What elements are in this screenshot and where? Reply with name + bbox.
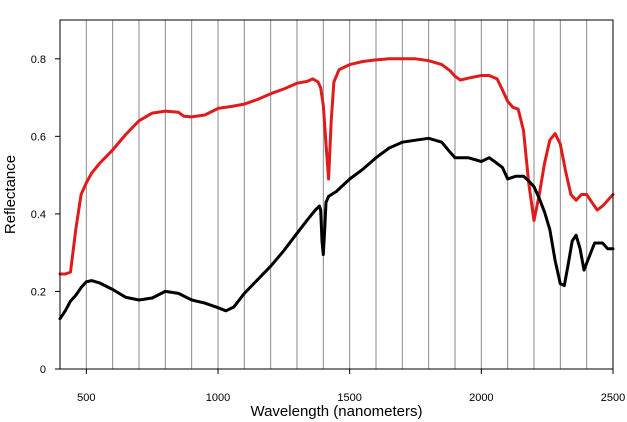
x-axis-ticks: 500 1000 1500 2000 2500 (77, 369, 625, 404)
y-tick-label: 0 (40, 364, 46, 376)
y-axis-ticks: 0 0.2 0.4 0.6 0.8 (31, 54, 60, 376)
x-axis-title: Wavelength (nanometers) (250, 403, 422, 420)
y-axis-title: Reflectance (2, 155, 19, 234)
x-tick-label: 2000 (469, 392, 493, 404)
x-tick-label: 1500 (337, 392, 361, 404)
x-tick-label: 2500 (601, 392, 625, 404)
series-line-1 (58, 57, 615, 276)
x-tick-label: 1000 (206, 392, 230, 404)
y-tick-label: 0.4 (31, 209, 46, 221)
series-line-2 (58, 136, 615, 321)
x-tick-label: 500 (77, 392, 95, 404)
plot-area-frame (59, 19, 614, 370)
series-lines (58, 57, 615, 321)
y-tick-label: 0.6 (31, 131, 46, 143)
vertical-gridlines (85, 20, 588, 369)
y-tick-label: 0.2 (31, 286, 46, 298)
y-tick-label: 0.8 (31, 54, 46, 66)
